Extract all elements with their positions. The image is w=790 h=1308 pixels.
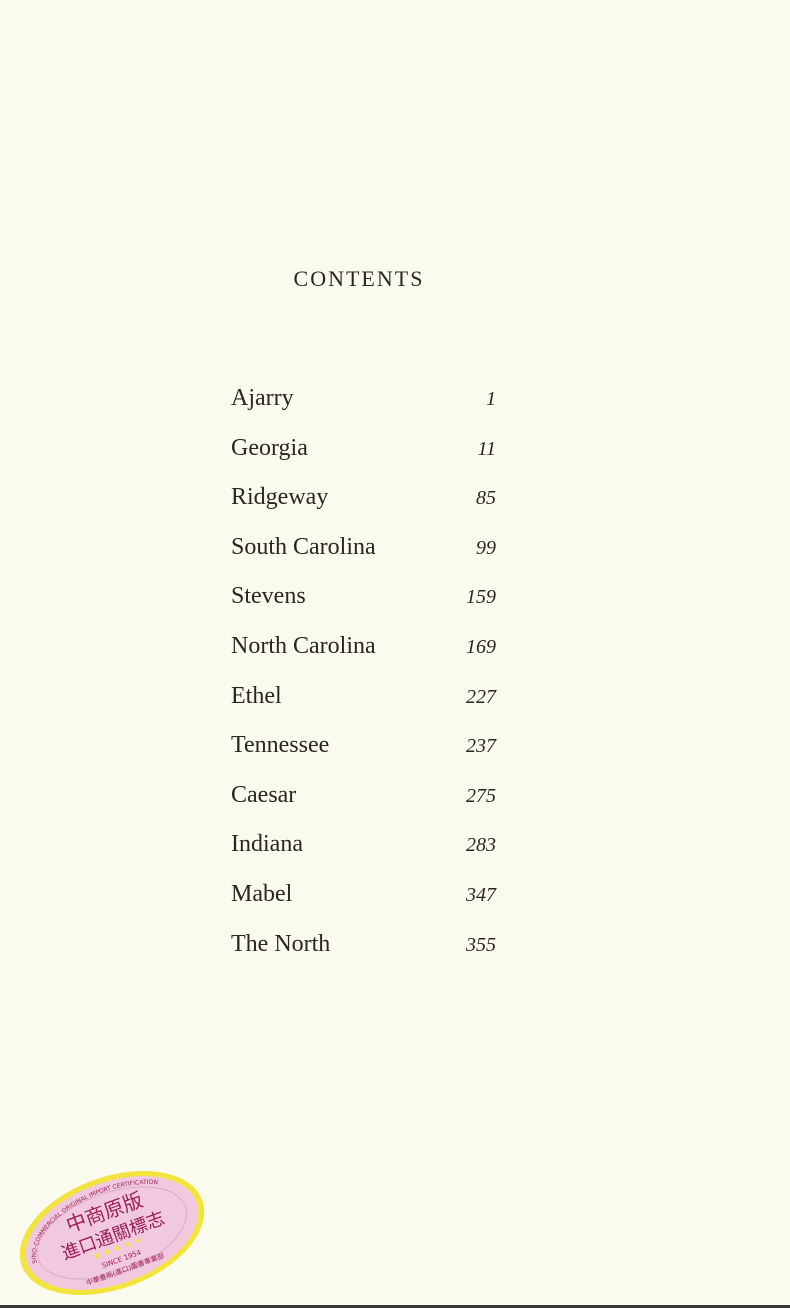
chapter-title: Ridgeway	[231, 484, 329, 511]
page-number: 355	[466, 933, 496, 956]
chapter-title: North Carolina	[231, 632, 376, 659]
toc-entry: Georgia 11	[231, 435, 496, 485]
toc-entry: South Carolina 99	[231, 534, 496, 584]
toc-entry: Indiana 283	[231, 831, 496, 881]
toc-entry: Caesar 275	[231, 782, 496, 832]
chapter-title: Mabel	[231, 880, 293, 907]
chapter-title: Stevens	[231, 583, 306, 610]
toc-entry: North Carolina 169	[231, 633, 496, 683]
page-number: 11	[477, 437, 496, 460]
toc-entry: Stevens 159	[231, 583, 496, 633]
table-of-contents: Ajarry 1 Georgia 11 Ridgeway 85 South Carolina…	[231, 385, 496, 980]
page-number: 283	[466, 834, 496, 857]
page-number: 169	[466, 635, 496, 658]
page-number: 237	[466, 735, 496, 758]
page-title: CONTENTS	[293, 266, 425, 291]
chapter-title: Caesar	[231, 781, 297, 808]
chapter-title: Ethel	[231, 682, 282, 709]
chapter-title: The North	[231, 930, 331, 957]
chapter-title: South Carolina	[231, 533, 376, 560]
toc-entry: Mabel 347	[231, 881, 496, 931]
chapter-title: Tennessee	[231, 732, 330, 759]
toc-entry: Ethel 227	[231, 683, 496, 733]
toc-entry: Ridgeway 85	[231, 484, 496, 534]
toc-entry: The North 355	[231, 931, 496, 981]
toc-entry: Tennessee 237	[231, 732, 496, 782]
chapter-title: Ajarry	[231, 385, 294, 411]
page-number: 99	[476, 536, 496, 559]
page-edge	[0, 1305, 790, 1308]
chapter-title: Indiana	[231, 831, 303, 858]
page-number: 85	[476, 487, 496, 510]
toc-entry: Ajarry 1	[231, 385, 496, 435]
chapter-title: Georgia	[231, 434, 308, 461]
page-number: 347	[466, 883, 496, 906]
page-number: 159	[466, 586, 496, 609]
page-number: 1	[486, 388, 496, 410]
page-number: 227	[466, 685, 496, 708]
import-certification-seal: SINO-COMMERCIAL ORIGINAL IMPORT CERTIFIC…	[19, 1170, 205, 1296]
page-number: 275	[466, 784, 496, 807]
